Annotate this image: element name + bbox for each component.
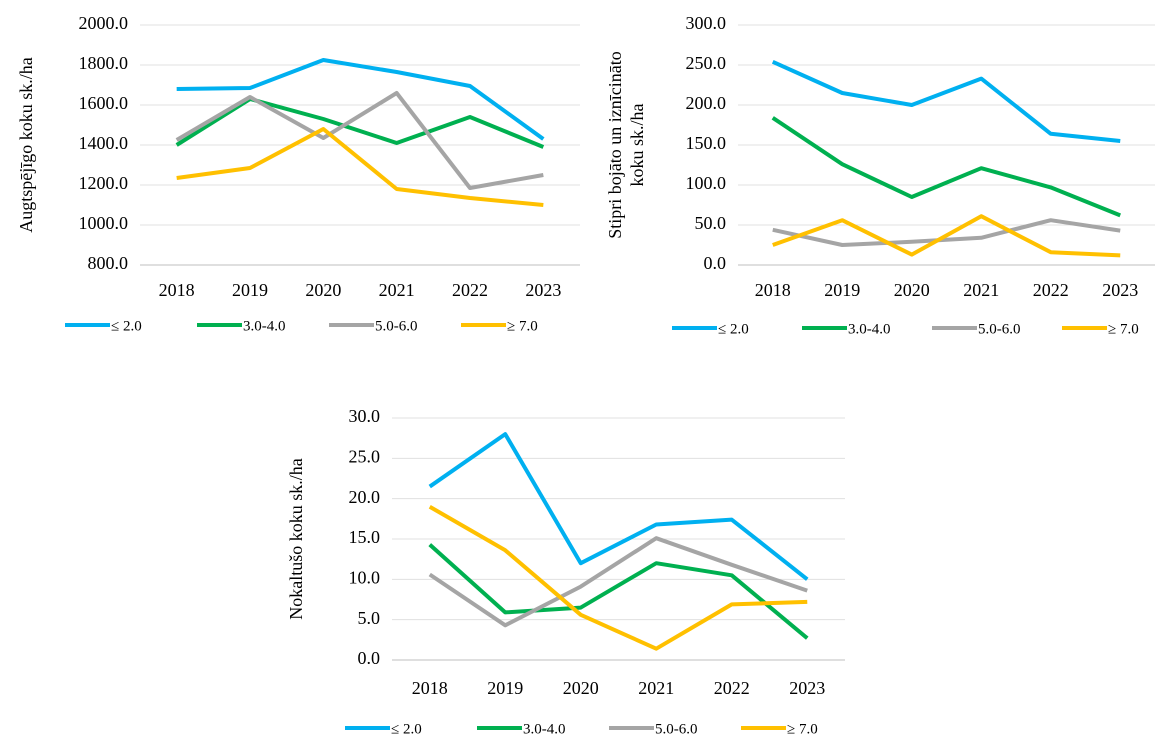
x-tick-label: 2020: [305, 280, 341, 300]
y-tick-label: 300.0: [686, 13, 727, 33]
y-tick-label: 5.0: [358, 608, 381, 628]
x-tick-label: 2020: [563, 678, 599, 698]
y-tick-label: 250.0: [686, 53, 727, 73]
series-line: [428, 432, 809, 581]
x-tick-label: 2023: [1102, 280, 1138, 300]
x-tick-label: 2022: [1033, 280, 1069, 300]
y-tick-label: 1200.0: [79, 173, 129, 193]
legend-label: 3.0-4.0: [523, 721, 566, 737]
legend-label: 5.0-6.0: [978, 321, 1021, 337]
y-tick-label: 1600.0: [79, 93, 129, 113]
y-tick-label: 30.0: [349, 406, 381, 426]
x-tick-label: 2018: [159, 280, 195, 300]
legend-label: ≤ 2.0: [718, 321, 749, 337]
x-tick-label: 2021: [963, 280, 999, 300]
legend-label: ≥ 7.0: [787, 721, 818, 737]
series-line: [428, 543, 809, 640]
legend-label: 5.0-6.0: [375, 318, 418, 334]
x-tick-label: 2023: [525, 280, 561, 300]
y-tick-label: 1800.0: [79, 53, 129, 73]
series-line: [771, 116, 1121, 218]
x-tick-label: 2021: [638, 678, 674, 698]
x-tick-label: 2018: [755, 280, 791, 300]
legend-label: 3.0-4.0: [243, 318, 286, 334]
y-tick-label: 10.0: [349, 567, 381, 587]
y-tick-label: 150.0: [686, 133, 727, 153]
x-tick-label: 2021: [379, 280, 415, 300]
x-tick-label: 2022: [714, 678, 750, 698]
x-tick-label: 2019: [232, 280, 268, 300]
legend-label: 3.0-4.0: [848, 321, 891, 337]
legend-label: ≤ 2.0: [111, 318, 142, 334]
y-axis-title: Augtspējīgo koku sk./ha: [16, 57, 36, 233]
y-axis-title: Stipri bojāto un iznīcināto: [605, 51, 625, 238]
y-tick-label: 25.0: [349, 446, 381, 466]
y-tick-label: 1000.0: [79, 213, 129, 233]
y-tick-label: 2000.0: [79, 13, 129, 33]
x-tick-label: 2020: [894, 280, 930, 300]
y-axis-title: koku sk./ha: [627, 103, 647, 186]
series-line: [772, 214, 1121, 258]
series-line: [772, 218, 1121, 247]
series-line: [428, 536, 808, 628]
legend-label: ≤ 2.0: [391, 721, 422, 737]
x-tick-label: 2019: [487, 678, 523, 698]
legend-label: ≥ 7.0: [1108, 321, 1139, 337]
y-tick-label: 0.0: [704, 253, 727, 273]
y-tick-label: 50.0: [695, 213, 727, 233]
series-line: [176, 127, 544, 207]
legend-label: ≥ 7.0: [507, 318, 538, 334]
x-tick-label: 2018: [412, 678, 448, 698]
legend-label: 5.0-6.0: [655, 721, 698, 737]
y-tick-label: 0.0: [358, 648, 381, 668]
y-tick-label: 1400.0: [79, 133, 129, 153]
y-axis-title: Nokaltušo koku sk./ha: [286, 458, 306, 620]
x-tick-label: 2022: [452, 280, 488, 300]
series-line: [176, 58, 545, 141]
series-line: [175, 91, 544, 190]
series-line: [175, 97, 545, 149]
y-tick-label: 200.0: [686, 93, 727, 113]
series-line: [428, 505, 808, 651]
series-line: [771, 59, 1121, 143]
x-tick-label: 2019: [824, 280, 860, 300]
y-tick-label: 100.0: [686, 173, 727, 193]
y-tick-label: 20.0: [349, 487, 381, 507]
x-tick-label: 2023: [789, 678, 825, 698]
y-tick-label: 800.0: [88, 253, 129, 273]
y-tick-label: 15.0: [349, 527, 381, 547]
